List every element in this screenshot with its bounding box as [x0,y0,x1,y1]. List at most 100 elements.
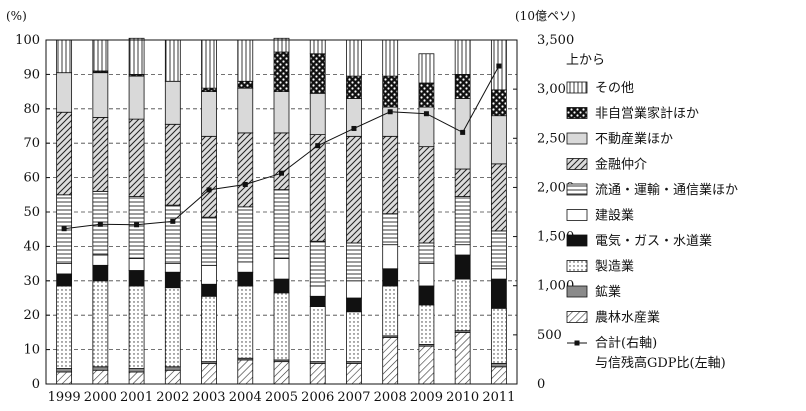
bar-segment [309,53,326,94]
legend-swatch [566,81,588,94]
legend-label: 流通・運輸・通信業ほか [595,182,738,198]
bar-segment [309,306,326,363]
bar-segment [418,304,435,345]
legend: 上から その他非自営業家計ほか不動産業ほか金融仲介流通・運輸・通信業ほか建設業電… [566,53,738,371]
legend-label: 建設業 [595,208,634,224]
bar-segment [418,345,435,385]
legend-swatch [566,209,588,221]
left-tick-label: 10 [23,343,40,358]
grid-lines [46,74,517,351]
x-tick-label: 2001 [120,390,153,405]
bar-segment [92,280,109,368]
bar-segment [128,371,145,385]
bar-segment [490,307,507,364]
bar-segment [382,213,399,246]
bar-segment [454,278,471,332]
bar-segment [128,258,145,271]
left-tick-label: 80 [23,102,40,117]
left-tick-label: 90 [23,67,40,82]
x-tick-label: 2009 [410,390,443,405]
right-tick-label: 1,000 [537,279,574,294]
bar-segment [454,39,471,75]
legend-label: 鉱業 [595,284,621,300]
bar-segment [237,359,254,385]
bar-segment [237,39,254,82]
bar-segment [201,87,217,93]
right-axis-unit: (10億ペソ) [515,9,576,23]
x-tick-label: 2008 [374,390,407,405]
legend-label: その他 [595,81,634,96]
bar-segment [273,91,290,134]
line-point [134,222,140,228]
total-line-group [61,63,502,232]
line-point [170,218,176,224]
bar-segment [418,146,435,244]
left-tick-label: 70 [23,136,40,151]
bar-segment [201,362,217,385]
bar-segment [237,261,254,273]
left-tick-label: 30 [23,274,40,289]
bar-segment [164,39,181,82]
line-point [496,63,502,69]
left-tick-label: 60 [23,171,40,186]
bar-segment [201,283,217,297]
bar-segment [164,263,181,273]
bar-segment [418,53,435,84]
bar-segment [309,134,326,242]
bar-segment [128,285,145,369]
bar-segment [418,82,435,108]
legend-label: 農林水産業 [595,310,660,326]
line-point [460,129,466,135]
bar-segment [92,39,109,72]
bar-segment [128,75,145,120]
bar-segment [382,39,399,77]
legend-swatch [566,183,588,196]
left-tick-label: 0 [32,377,40,392]
x-tick-label: 2007 [337,390,370,405]
bar-segment [201,39,217,89]
left-tick-label: 40 [23,239,40,254]
bar-segment [164,80,181,125]
bar-segment [309,39,326,55]
bars-group [56,37,507,385]
x-axis: 1999 2000 2001 2002 2003 2004 2005 2006 2007 2008… [48,390,516,405]
bar-segment [273,361,290,385]
x-tick-label: 1999 [48,390,81,405]
bar-segment [128,270,145,287]
line-point [206,187,212,193]
bar-segment [490,115,507,165]
bar-segment [382,285,399,337]
bar-segment [418,242,435,265]
right-tick-label: 2,000 [537,180,574,195]
bar-segment [92,72,109,118]
legend-line-marker [574,340,580,346]
bar-segment [128,196,145,259]
bar-segment [92,117,109,192]
bar-segment [309,240,326,287]
legend-title: 上から [566,53,605,68]
line-point [351,125,357,131]
x-tick-label: 2006 [301,390,334,405]
bar-segment [92,366,109,371]
bar-segment [273,132,290,191]
right-tick-label: 3,500 [537,33,574,48]
line-point [97,221,103,227]
bar-segment [273,258,290,280]
legend-label: 製造業 [595,259,634,275]
bar-segment [201,91,217,137]
bar-segment [164,123,181,206]
legend-label-ratio: 与信残高GDP比(左軸) [595,355,726,371]
legend-swatch [566,107,588,119]
bar-segment [92,369,109,385]
bar-segment [237,87,254,134]
left-tick-label: 100 [15,33,40,48]
right-axis: 0 500 1,000 1,500 2,000 2,500 3,000 3,500 [513,33,574,392]
bar-segment [56,368,73,373]
bar-segment [490,278,507,309]
x-tick-label: 2011 [482,390,515,405]
x-tick-label: 2003 [192,390,225,405]
bar-segment [273,278,290,294]
line-point [423,111,429,117]
